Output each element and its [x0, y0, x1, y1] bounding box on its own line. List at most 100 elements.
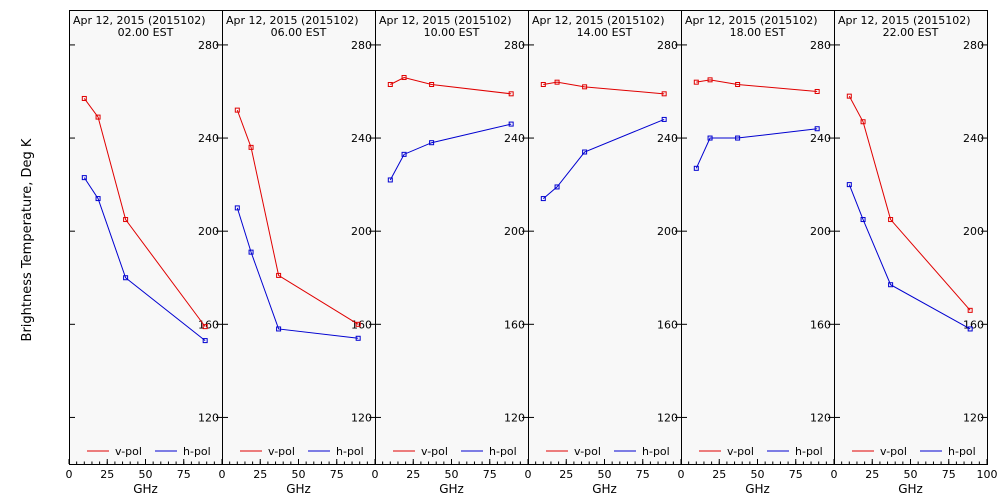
y-tick-label: 200 — [351, 225, 372, 238]
y-tick-label: 240 — [198, 132, 219, 145]
x-tick-label: 75 — [177, 468, 191, 481]
legend-label-v-pol: v-pol — [880, 445, 907, 458]
x-axis-label: GHz — [898, 482, 923, 496]
x-tick-label: 25 — [712, 468, 726, 481]
y-tick-label: 280 — [963, 39, 984, 52]
x-tick-label: 25 — [253, 468, 267, 481]
data-point-h-pol — [355, 335, 361, 341]
x-tick-label: 75 — [942, 468, 956, 481]
series-line-v-pol — [83, 98, 206, 327]
series-line-h-pol — [83, 177, 206, 341]
data-point-v-pol — [401, 75, 407, 81]
data-point-h-pol — [234, 205, 240, 211]
data-point-h-pol — [429, 140, 435, 146]
data-point-v-pol — [661, 91, 667, 97]
panel-3: Apr 12, 2015 (2015102)10.00 EST 120 160 200… — [372, 10, 529, 496]
data-point-h-pol — [248, 249, 254, 255]
data-point-v-pol — [508, 91, 514, 97]
data-point-h-pol — [582, 149, 588, 155]
x-tick-label: 0 — [372, 468, 379, 481]
data-point-h-pol — [967, 326, 973, 332]
data-point-h-pol — [846, 182, 852, 188]
data-point-h-pol — [81, 175, 87, 181]
y-tick-label: 200 — [963, 225, 984, 238]
x-tick-label: 50 — [598, 468, 612, 481]
panel-title-time: 02.00 EST — [118, 26, 174, 39]
x-tick-label: 50 — [751, 468, 765, 481]
data-point-v-pol — [707, 77, 713, 83]
data-point-v-pol — [860, 119, 866, 125]
x-tick-label: 0 — [831, 468, 838, 481]
panel-5: Apr 12, 2015 (2015102)18.00 EST 120 160 200… — [678, 10, 835, 496]
y-tick-label: 280 — [351, 39, 372, 52]
data-point-h-pol — [554, 184, 560, 190]
series-line-h-pol — [389, 123, 512, 181]
series-line-v-pol — [236, 109, 359, 325]
x-tick-label: 0 — [66, 468, 73, 481]
panel-1: Apr 12, 2015 (2015102)02.00 EST 120 160 200… — [66, 10, 223, 496]
y-tick-label: 160 — [504, 318, 525, 331]
data-point-v-pol — [81, 95, 87, 101]
x-tick-label: 50 — [292, 468, 306, 481]
y-tick-label: 200 — [198, 225, 219, 238]
panel-title-date: Apr 12, 2015 (2015102) — [226, 14, 359, 27]
data-point-h-pol — [540, 196, 546, 202]
panel-4: Apr 12, 2015 (2015102)14.00 EST 120 160 200… — [525, 10, 682, 496]
x-tick-label: 25 — [559, 468, 573, 481]
panel-frame — [222, 10, 376, 465]
data-point-v-pol — [95, 114, 101, 120]
data-point-v-pol — [248, 144, 254, 150]
x-tick-label: 75 — [483, 468, 497, 481]
legend-label-v-pol: v-pol — [115, 445, 142, 458]
data-point-h-pol — [276, 326, 282, 332]
x-tick-label: 50 — [904, 468, 918, 481]
series-line-v-pol — [543, 81, 665, 95]
y-tick-label: 120 — [963, 411, 984, 424]
data-point-h-pol — [508, 121, 514, 127]
y-tick-label: 280 — [504, 39, 525, 52]
data-point-h-pol — [888, 282, 894, 288]
legend-label-v-pol: v-pol — [727, 445, 754, 458]
x-axis-label: GHz — [286, 482, 311, 496]
y-tick-label: 240 — [351, 132, 372, 145]
legend-label-h-pol: h-pol — [489, 445, 517, 458]
y-tick-label: 240 — [963, 132, 984, 145]
x-axis-label: GHz — [439, 482, 464, 496]
panel-title-date: Apr 12, 2015 (2015102) — [838, 14, 971, 27]
y-tick-label: 240 — [657, 132, 678, 145]
data-point-h-pol — [707, 135, 713, 141]
panel-title-date: Apr 12, 2015 (2015102) — [685, 14, 818, 27]
y-tick-label: 120 — [198, 411, 219, 424]
series-line-v-pol — [390, 76, 512, 95]
x-tick-label: 0 — [525, 468, 532, 481]
series-line-h-pol — [236, 207, 359, 339]
data-point-v-pol — [582, 84, 588, 90]
y-tick-label: 200 — [657, 225, 678, 238]
y-tick-label: 160 — [351, 318, 372, 331]
y-tick-label: 160 — [963, 318, 984, 331]
x-tick-label: 75 — [636, 468, 650, 481]
data-point-v-pol — [888, 217, 894, 223]
x-axis-label: GHz — [745, 482, 770, 496]
data-point-v-pol — [123, 217, 129, 223]
x-tick-label: 100 — [977, 468, 998, 481]
panel-6: Apr 12, 2015 (2015102)22.00 EST 120 160 200… — [831, 10, 998, 496]
legend-label-h-pol: h-pol — [948, 445, 976, 458]
panel-title-date: Apr 12, 2015 (2015102) — [73, 14, 206, 27]
panel-2: Apr 12, 2015 (2015102)06.00 EST 120 160 200… — [219, 10, 376, 496]
data-point-h-pol — [661, 116, 667, 122]
data-point-h-pol — [693, 165, 699, 171]
data-point-h-pol — [95, 196, 101, 202]
data-point-h-pol — [735, 135, 741, 141]
x-axis-label: GHz — [592, 482, 617, 496]
x-axis-label: GHz — [133, 482, 158, 496]
panel-title-date: Apr 12, 2015 (2015102) — [532, 14, 665, 27]
data-point-v-pol — [846, 93, 852, 99]
panel-title-time: 06.00 EST — [271, 26, 327, 39]
data-point-v-pol — [355, 321, 361, 327]
legend-label-h-pol: h-pol — [642, 445, 670, 458]
data-point-h-pol — [202, 338, 208, 344]
y-tick-label: 160 — [810, 318, 831, 331]
series-line-h-pol — [695, 128, 818, 169]
